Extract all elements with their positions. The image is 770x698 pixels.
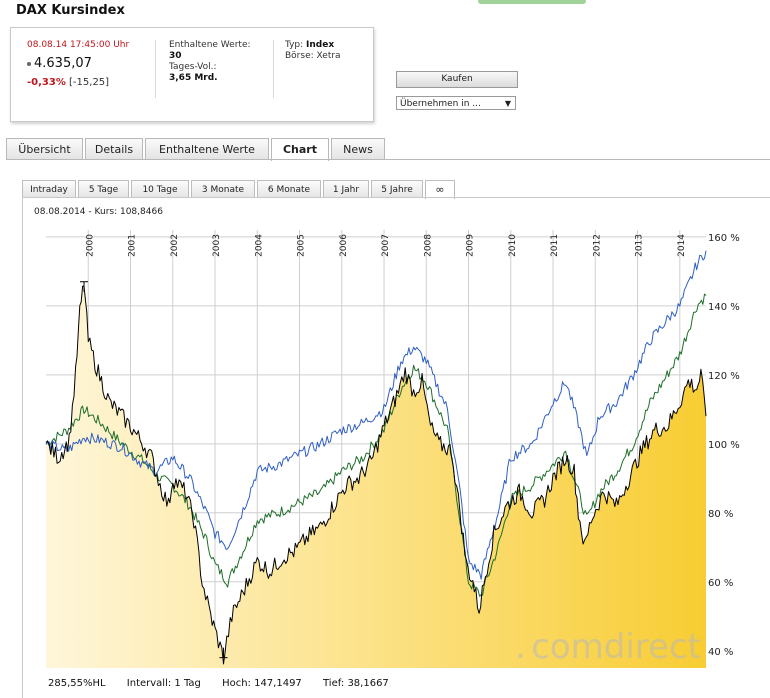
index-area-fill [46, 286, 706, 668]
exchange-row: Börse: Xetra [285, 51, 341, 62]
price-dot-icon [27, 61, 31, 66]
tab-chart[interactable]: Chart [271, 138, 329, 161]
change-absolute: [-15,25] [69, 77, 110, 88]
quote-meta: Typ: Index Börse: Xetra [285, 40, 341, 62]
chart-info-date: 08.08.2014 [34, 207, 86, 217]
transfer-select-value: Übernehmen in ... [400, 99, 481, 109]
components-label: Enthaltene Werte: [169, 40, 251, 50]
volume-label: Tages-Vol.: [169, 62, 217, 72]
range-5-jahre[interactable]: 5 Jahre [371, 180, 423, 197]
x-tick-label: 2008 [423, 234, 433, 257]
x-tick-label: 2006 [339, 234, 349, 257]
quote-price: 4.635,07 [27, 56, 129, 71]
x-tick-label: 2001 [128, 234, 138, 257]
chart-frame [22, 197, 770, 698]
tab-enthaltene-werte[interactable]: Enthaltene Werte [145, 138, 269, 159]
x-axis-ticks: 2000 2001 2002 2003 2004 2005 2006 2007 2008 2009… [85, 234, 687, 257]
dropdown-arrow-icon: ▼ [504, 99, 511, 108]
x-tick-label: 2004 [254, 234, 264, 257]
y-tick-label: 100 % [708, 440, 740, 451]
quote-datetime: 08.08.14 17:45:00 Uhr [27, 40, 130, 50]
series-line-index [45, 285, 707, 665]
chart-lines [45, 250, 707, 665]
x-tick-label: 2010 [508, 234, 518, 257]
chart-info-separator: - [88, 207, 92, 217]
chart-info-kurs: Kurs: 108,8466 [94, 207, 163, 217]
exchange-label: Börse: [285, 51, 314, 61]
type-row: Typ: Index [285, 40, 341, 51]
chart-fill [46, 286, 706, 668]
tab-details[interactable]: Details [85, 138, 143, 159]
y-tick-label: 160 % [708, 233, 740, 244]
y-tick-label: 40 % [708, 647, 733, 658]
volume-value: 3,65 Mrd. [169, 73, 218, 83]
x-tick-label: 2009 [466, 234, 476, 257]
footer-low: Tief: 38,1667 [323, 678, 389, 689]
range-max[interactable]: ∞ [425, 180, 455, 199]
watermark-logo: comdirect [531, 627, 701, 667]
watermark-dot: . [515, 627, 526, 667]
tab-news[interactable]: News [331, 138, 385, 159]
y-tick-label: 80 % [708, 509, 733, 520]
x-tick-label: 2000 [85, 234, 95, 257]
x-tick-label: 2002 [170, 234, 180, 257]
type-label: Typ: [285, 40, 304, 50]
x-tick-label: 2005 [297, 234, 307, 257]
x-tick-label: 2012 [592, 234, 602, 257]
quote-main: 08.08.14 17:45:00 Uhr 4.635,07 -0,33% [-… [27, 40, 129, 88]
components-value: 30 [169, 51, 182, 61]
x-tick-label: 2011 [550, 234, 560, 257]
chart-info: 08.08.2014 - Kurs: 108,8466 [34, 207, 163, 217]
page-title: DAX Kursindex [16, 3, 125, 18]
exchange-value: Xetra [316, 51, 341, 61]
range-1-jahr[interactable]: 1 Jahr [323, 180, 369, 197]
y-tick-label: 120 % [708, 371, 740, 382]
range-3-monate[interactable]: 3 Monate [191, 180, 255, 197]
divider [273, 40, 274, 98]
footer-hl: 285,55%HL [48, 678, 106, 689]
range-6-monate[interactable]: 6 Monate [257, 180, 321, 197]
change-percent: -0,33% [27, 77, 66, 88]
x-tick-label: 2007 [381, 234, 391, 257]
divider [155, 40, 156, 98]
y-axis-ticks: 160 % 140 % 120 % 100 % 80 % 60 % 40 % [708, 233, 740, 658]
range-intraday[interactable]: Intraday [22, 180, 76, 197]
range-5-tage[interactable]: 5 Tage [78, 180, 129, 197]
quote-price-value: 4.635,07 [34, 56, 92, 71]
x-tick-label: 2013 [635, 234, 645, 257]
type-value: Index [306, 40, 335, 50]
transfer-select[interactable]: Übernehmen in ... ▼ [396, 96, 516, 110]
quote-details: Enthaltene Werte: 30 Tages-Vol.: 3,65 Mr… [169, 40, 251, 84]
footer-interval: Intervall: 1 Tag [126, 678, 201, 689]
buy-button[interactable]: Kaufen [396, 71, 518, 88]
y-tick-label: 140 % [708, 302, 740, 313]
quote-change: -0,33% [-15,25] [27, 77, 129, 88]
chart-footer: 285,55%HL Intervall: 1 Tag Hoch: 147,149… [48, 678, 407, 689]
tab-uebersicht[interactable]: Übersicht [6, 138, 83, 159]
quote-box: 08.08.14 17:45:00 Uhr 4.635,07 -0,33% [-… [10, 27, 374, 122]
tab-baseline [6, 159, 770, 160]
top-action-tab[interactable] [478, 0, 586, 4]
y-tick-label: 60 % [708, 578, 733, 589]
x-tick-label: 2003 [212, 234, 222, 257]
x-tick-label: 2014 [677, 234, 687, 257]
range-10-tage[interactable]: 10 Tage [131, 180, 189, 197]
footer-high: Hoch: 147,1497 [222, 678, 302, 689]
